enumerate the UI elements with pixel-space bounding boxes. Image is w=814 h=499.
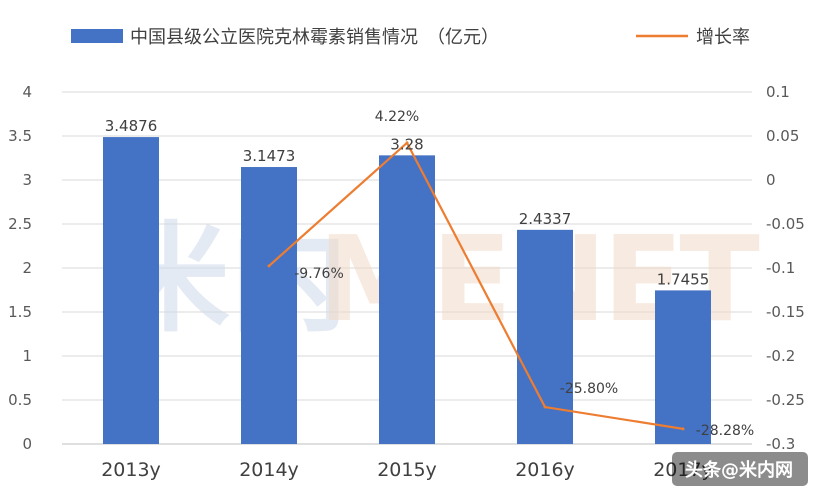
right-axis-tick-label: 0.05	[766, 127, 799, 145]
line-data-label: -28.28%	[696, 423, 754, 439]
bar-data-label: 2.4337	[519, 210, 572, 228]
right-axis-tick-label: -0.25	[766, 391, 805, 409]
x-axis-tick-label: 2014y	[239, 459, 299, 481]
right-axis-tick-label: -0.05	[766, 215, 805, 233]
legend-bar-label: 中国县级公立医院克林霉素销售情况 （亿元）	[130, 27, 499, 48]
right-axis-tick-label: 0	[766, 171, 776, 189]
bar	[379, 155, 435, 445]
x-axis-tick-label: 2017y	[653, 459, 713, 481]
left-axis-tick-label: 1	[22, 347, 32, 365]
bar-data-label: 3.1473	[243, 147, 296, 165]
line-data-label: -9.76%	[294, 266, 344, 282]
line-point	[543, 405, 547, 409]
badge-text: 头条@米内网	[685, 459, 793, 481]
bar-data-label: 3.4876	[105, 117, 158, 135]
left-axis-tick-label: 2	[22, 259, 32, 277]
bar	[517, 229, 573, 444]
right-axis-tick-label: -0.1	[766, 259, 795, 277]
line-data-label: 4.22%	[375, 109, 419, 125]
bar-data-label: 3.28	[390, 135, 423, 153]
left-axis-tick-label: 3.5	[8, 127, 32, 145]
right-axis-tick-label: -0.2	[766, 347, 795, 365]
legend: 中国县级公立医院克林霉素销售情况 （亿元） 增长率	[71, 27, 750, 48]
x-axis-tick-label: 2016y	[515, 459, 575, 481]
data-labels: 3.4876 3.1473 3.28 2.4337 1.7455 -9.76% 4.22% -…	[105, 109, 754, 439]
line-series	[267, 141, 685, 431]
legend-line-label: 增长率	[696, 27, 750, 48]
line-point	[267, 264, 271, 268]
bar	[655, 290, 711, 444]
legend-bar-swatch	[71, 29, 123, 43]
right-axis-tick-label: 0.1	[766, 83, 790, 101]
bar	[241, 167, 297, 444]
left-axis-tick-label: 1.5	[8, 303, 32, 321]
left-axis-tick-label: 4	[22, 83, 32, 101]
bar-data-label: 1.7455	[657, 270, 710, 288]
right-axis-tick-label: -0.15	[766, 303, 805, 321]
x-axis-tick-label: 2015y	[377, 459, 437, 481]
line-data-label: -25.80%	[560, 381, 618, 397]
left-axis-tick-label: 3	[22, 171, 32, 189]
line-point	[405, 141, 409, 145]
axis-ticks: 0 0.5 1 1.5 2 2.5 3 3.5 4 0.1 0.05 0 -0.05 -0.1 -0.15 -…	[8, 83, 805, 481]
growth-rate-line	[268, 141, 684, 430]
badge-background	[672, 452, 808, 486]
left-axis-tick-label: 0.5	[8, 391, 32, 409]
right-axis-tick-label: -0.3	[766, 435, 795, 453]
left-axis-tick-label: 2.5	[8, 215, 32, 233]
left-axis-tick-label: 0	[22, 435, 32, 453]
x-axis-tick-label: 2013y	[101, 459, 161, 481]
bar	[103, 137, 159, 445]
line-point	[681, 427, 685, 431]
